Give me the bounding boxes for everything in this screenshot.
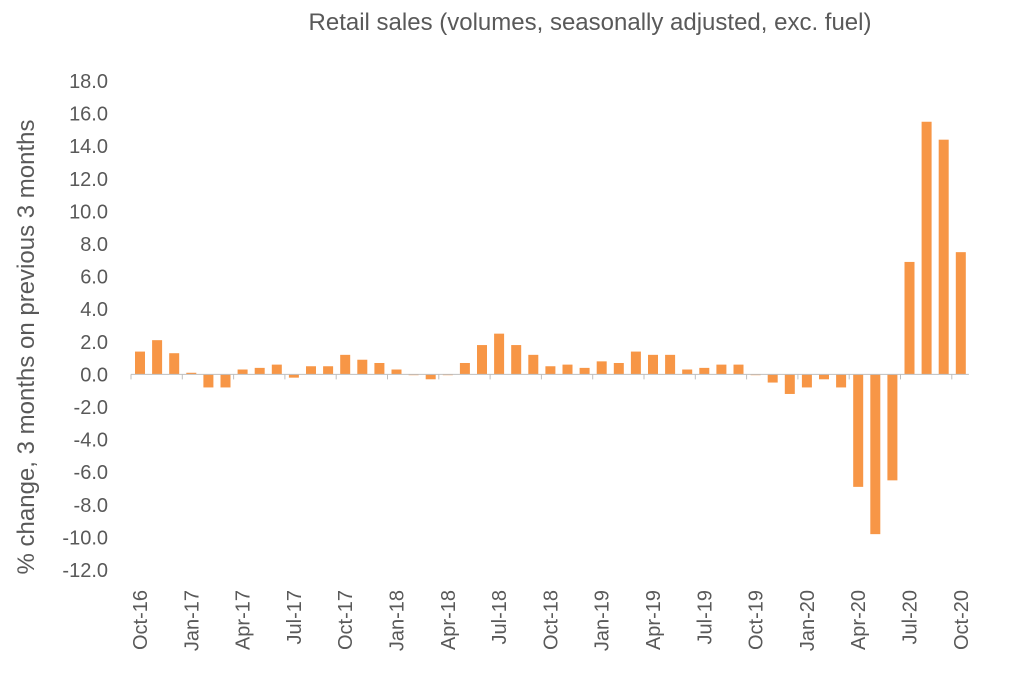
x-tick-label: Jul-18 <box>489 590 511 644</box>
bar-Dec-19 <box>784 374 795 394</box>
bar-Jul-17 <box>288 374 299 378</box>
bar-May-20 <box>870 374 881 535</box>
y-tick-label: -2.0 <box>74 397 108 419</box>
bar-Oct-18 <box>545 366 556 375</box>
bar-Apr-19 <box>648 354 658 375</box>
bar-Mar-17 <box>220 374 231 388</box>
bar-Jun-18 <box>477 345 487 375</box>
bar-May-17 <box>254 367 265 375</box>
bar-Apr-17 <box>237 369 248 375</box>
bar-Mar-19 <box>630 351 641 375</box>
y-tick-label: 18.0 <box>69 71 108 93</box>
bar-Nov-16 <box>152 340 163 375</box>
y-tick-label: 10.0 <box>69 201 108 223</box>
bar-Sep-19 <box>733 364 744 375</box>
bar-May-19 <box>665 354 676 375</box>
x-tick-label: Jan-20 <box>797 590 819 651</box>
bar-Apr-20 <box>853 374 864 487</box>
bar-Jan-18 <box>391 369 402 375</box>
bar-Jul-18 <box>494 333 505 375</box>
x-tick-label: Apr-17 <box>233 590 255 650</box>
bar-Sep-18 <box>528 354 539 375</box>
x-tick-label: Jan-17 <box>181 590 203 651</box>
bar-Nov-18 <box>562 364 573 375</box>
y-tick-label: 8.0 <box>80 234 108 256</box>
bar-Nov-17 <box>357 359 368 375</box>
x-tick-label: Oct-20 <box>951 590 973 650</box>
bar-Jun-19 <box>682 369 693 375</box>
bars-group <box>135 121 966 535</box>
y-tick-label: 6.0 <box>80 267 108 289</box>
x-tick-label: Jul-20 <box>900 590 922 644</box>
bar-Jul-20 <box>904 261 915 375</box>
y-tick-label: -6.0 <box>74 462 108 484</box>
x-tick-label: Jan-19 <box>592 590 614 651</box>
x-tick-label: Jul-17 <box>284 590 306 644</box>
y-tick-label: -12.0 <box>62 560 108 582</box>
bar-Feb-17 <box>203 374 214 388</box>
x-tick-label: Oct-17 <box>335 590 357 650</box>
bar-Sep-20 <box>938 139 949 375</box>
y-tick-label: -4.0 <box>74 430 108 452</box>
y-axis-ticks: 18.0 16.0 14.0 12.0 10.0 8.0 6.0 4.0 2.0 0.0 -2.0 -… <box>62 71 108 582</box>
y-tick-label: -10.0 <box>62 527 108 549</box>
bar-Dec-18 <box>579 367 590 375</box>
x-tick-label: Apr-19 <box>643 590 665 650</box>
x-tick-label: Jan-18 <box>387 590 409 651</box>
x-tick-label: Oct-16 <box>130 590 152 650</box>
bar-Aug-20 <box>921 121 932 375</box>
bar-Oct-17 <box>340 354 351 375</box>
bar-Oct-16 <box>135 351 145 375</box>
bar-Feb-20 <box>819 374 829 380</box>
chart-title: Retail sales (volumes, seasonally adjust… <box>309 9 872 36</box>
x-tick-label: Jul-19 <box>694 590 716 644</box>
bar-Aug-17 <box>306 366 316 375</box>
bar-Nov-19 <box>767 374 778 383</box>
x-tick-label: Apr-20 <box>848 590 870 650</box>
bar-Jan-17 <box>186 372 197 375</box>
bar-Jul-19 <box>699 367 710 375</box>
bar-Dec-17 <box>374 362 385 375</box>
y-tick-label: 12.0 <box>69 169 108 191</box>
y-tick-label: 0.0 <box>80 364 108 386</box>
y-tick-label: -8.0 <box>74 495 108 517</box>
x-tick-label: Apr-18 <box>438 590 460 650</box>
bar-Jun-20 <box>887 374 898 481</box>
bar-Feb-19 <box>613 362 624 375</box>
x-tick-label: Oct-18 <box>540 590 562 650</box>
bar-Aug-18 <box>511 345 522 375</box>
bar-Jan-19 <box>596 361 607 375</box>
y-tick-label: 14.0 <box>69 136 108 158</box>
y-tick-label: 16.0 <box>69 104 108 126</box>
bar-Oct-20 <box>955 252 966 375</box>
bar-May-18 <box>459 362 470 375</box>
y-tick-label: 2.0 <box>80 332 108 354</box>
bar-Mar-20 <box>836 374 847 388</box>
x-tick-label: Oct-19 <box>746 590 768 650</box>
y-tick-label: 4.0 <box>80 299 108 321</box>
bar-Sep-17 <box>323 366 334 375</box>
bar-Jun-17 <box>271 364 282 375</box>
bar-Mar-18 <box>425 374 436 380</box>
bar-Jan-20 <box>801 374 812 388</box>
bar-Aug-19 <box>716 364 727 375</box>
bar-Dec-16 <box>169 353 180 375</box>
y-axis-label: % change, 3 months on previous 3 months <box>13 120 40 575</box>
x-axis-ticks: Oct-16 Jan-17 Apr-17 Jul-17 Oct-17 Jan-18 Apr-… <box>130 374 973 651</box>
